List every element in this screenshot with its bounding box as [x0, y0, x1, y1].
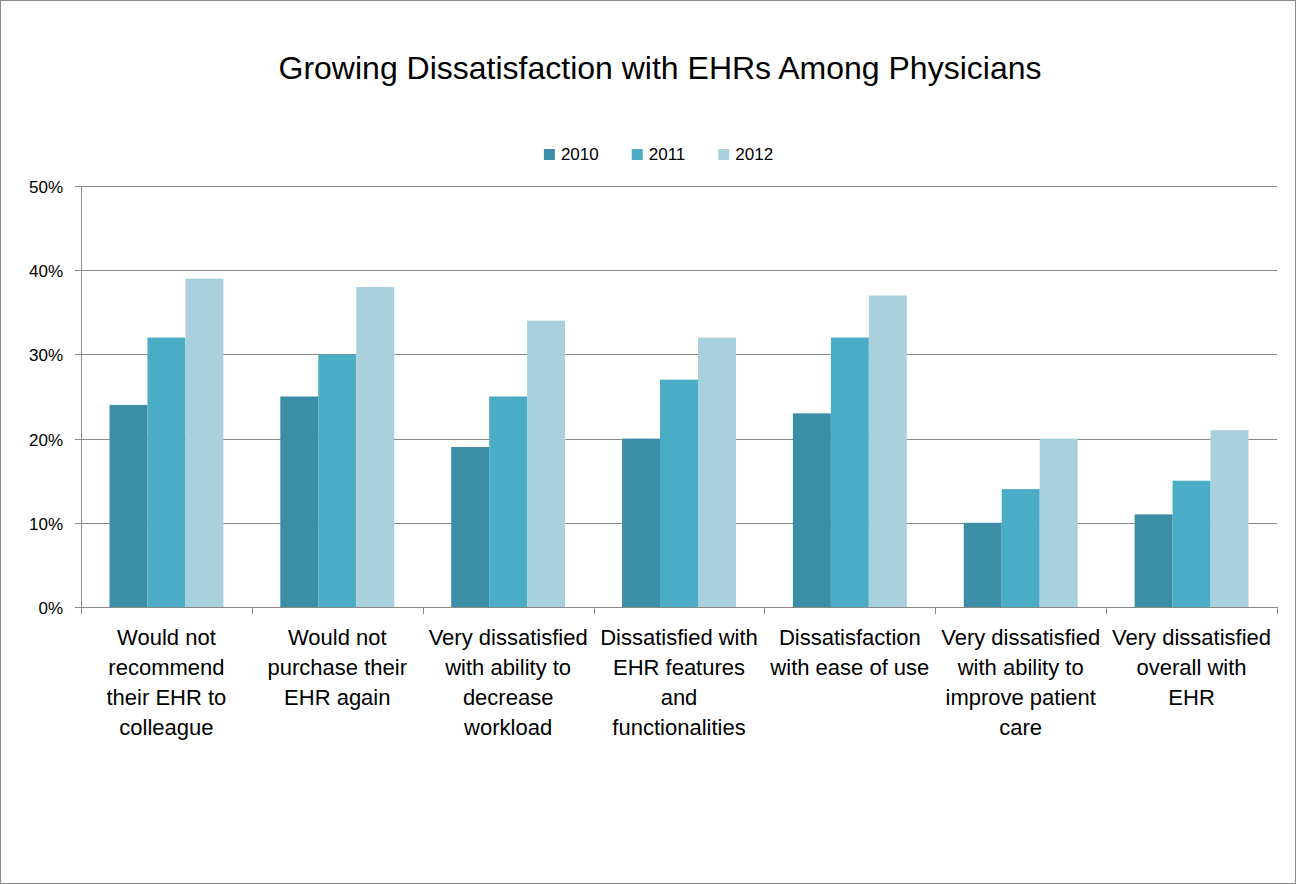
x-axis [81, 607, 1277, 608]
category-label: Dissatisfied withEHR featuresandfunction… [600, 625, 758, 740]
tick-label: 10% [29, 515, 63, 534]
tick-mark [75, 270, 81, 271]
bar [1002, 489, 1040, 607]
category-tick [594, 607, 595, 614]
bar [1173, 481, 1211, 607]
tick-label: 40% [29, 262, 63, 281]
legend-label: 2010 [561, 145, 599, 164]
bar [698, 338, 736, 607]
legend-label: 2012 [735, 145, 773, 164]
tick-mark [75, 523, 81, 524]
bar [280, 397, 318, 608]
bar [356, 287, 394, 607]
tick-label: 50% [29, 178, 63, 197]
chart: Growing Dissatisfaction with EHRs Among … [0, 0, 1296, 884]
bar [869, 295, 907, 607]
bar [451, 447, 489, 607]
bar [527, 321, 565, 607]
legend-label: 2011 [649, 145, 686, 164]
tick-label: 30% [29, 346, 63, 365]
bar [964, 523, 1002, 607]
bar [185, 279, 223, 607]
legend-swatch [718, 149, 729, 160]
bar [489, 397, 527, 608]
bar [1211, 430, 1249, 607]
tick-mark [75, 439, 81, 440]
tick-label: 0% [38, 599, 63, 618]
legend: 2010 2011 2012 [544, 145, 773, 164]
category-tick [935, 607, 936, 614]
category-tick [423, 607, 424, 614]
category-label: Very dissatisfiedoverall withEHR [1112, 625, 1271, 710]
bar [147, 338, 185, 607]
category-label: Would notpurchase theirEHR again [268, 625, 407, 710]
bar [660, 380, 698, 607]
category-tick [252, 607, 253, 614]
bar [109, 405, 147, 607]
grid-line [81, 186, 1277, 187]
y-axis [81, 186, 82, 607]
grid-line [81, 270, 1277, 271]
bar [622, 439, 660, 607]
category-label: Dissatisfactionwith ease of use [769, 625, 929, 680]
bar [793, 413, 831, 607]
title: Growing Dissatisfaction with EHRs Among … [279, 50, 1042, 86]
category-tick [764, 607, 765, 614]
category-tick [81, 607, 82, 614]
bar [831, 338, 869, 607]
frame [1, 1, 1296, 884]
bar [318, 354, 356, 607]
legend-swatch [544, 149, 555, 160]
tick-mark [75, 607, 81, 608]
tick-label: 20% [29, 431, 63, 450]
bar [1135, 514, 1173, 607]
grid-line [81, 607, 1277, 608]
tick-mark [75, 354, 81, 355]
bar [1040, 439, 1078, 607]
bars [109, 279, 1248, 607]
grid-line [81, 354, 1277, 355]
legend-swatch [632, 149, 643, 160]
category-label: Very dissatisfiedwith ability todecrease… [429, 625, 588, 740]
category-label: Would notrecommendtheir EHR tocolleague [107, 625, 227, 740]
category-tick [1277, 607, 1278, 614]
tick-mark [75, 186, 81, 187]
category-tick [1106, 607, 1107, 614]
category-label: Very dissatisfiedwith ability toimprove … [941, 625, 1100, 740]
grid [75, 187, 1277, 608]
